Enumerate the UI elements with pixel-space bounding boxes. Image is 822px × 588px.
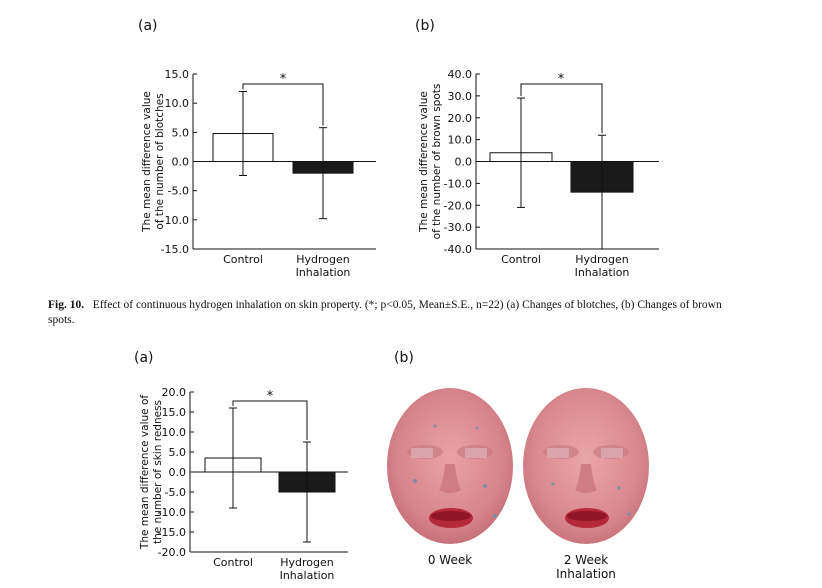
significance-bracket bbox=[232, 400, 308, 440]
y-axis-label: of the number of brown spots bbox=[431, 84, 443, 240]
y-tick-label: 5.0 bbox=[169, 446, 187, 459]
face-label-0-week: 0 Week bbox=[427, 553, 473, 567]
y-tick-label: -5.0 bbox=[168, 185, 189, 198]
y-tick-label: 10.0 bbox=[448, 134, 473, 147]
panel-label-top-b: (b) bbox=[415, 18, 435, 34]
y-axis-label: the number of skin redness bbox=[152, 400, 164, 544]
y-tick-label: -40.0 bbox=[444, 243, 472, 256]
figure-number: Fig. 10. bbox=[48, 299, 85, 311]
y-tick-label: 0.0 bbox=[455, 156, 473, 169]
figure-caption: Fig. 10. Effect of continuous hydrogen i… bbox=[48, 298, 748, 328]
y-tick-label: 30.0 bbox=[448, 90, 473, 103]
y-tick-label: -30.0 bbox=[444, 221, 472, 234]
y-tick-label: 20.0 bbox=[162, 386, 187, 399]
face-image-2-week-inhalation bbox=[523, 388, 649, 544]
category-label: Control bbox=[213, 556, 253, 569]
y-tick-label: 40.0 bbox=[448, 68, 473, 81]
y-axis-label: The mean difference value bbox=[141, 91, 153, 233]
y-tick-label: 10.0 bbox=[162, 426, 187, 439]
y-tick-label: -15.0 bbox=[158, 526, 186, 539]
caption-text: Effect of continuous hydrogen inhalation… bbox=[48, 299, 722, 326]
significance-marker: * bbox=[280, 72, 287, 87]
significance-marker: * bbox=[267, 389, 274, 404]
y-axis-label: The mean difference value of bbox=[139, 395, 151, 550]
y-tick-label: 0.0 bbox=[169, 466, 187, 479]
category-label: Inhalation bbox=[296, 266, 351, 279]
y-tick-label: 5.0 bbox=[172, 126, 190, 139]
panel-label-top-a: (a) bbox=[138, 18, 158, 34]
y-tick-label: -5.0 bbox=[165, 486, 186, 499]
y-tick-label: 15.0 bbox=[162, 406, 187, 419]
category-label: Inhalation bbox=[280, 569, 335, 582]
face-label-2-week-line1: 2 Week bbox=[563, 553, 609, 567]
category-label: Hydrogen bbox=[575, 253, 629, 266]
face-image-0-week bbox=[387, 388, 513, 544]
y-tick-label: 15.0 bbox=[165, 68, 190, 81]
y-tick-label: -20.0 bbox=[158, 546, 186, 559]
face-label-2-week: 2 Week Inhalation bbox=[536, 553, 636, 581]
y-tick-label: -15.0 bbox=[161, 243, 189, 256]
y-tick-label: -20.0 bbox=[444, 199, 472, 212]
y-axis-label: The mean difference value bbox=[418, 91, 430, 233]
y-tick-label: 0.0 bbox=[172, 156, 190, 169]
category-label: Hydrogen bbox=[296, 253, 350, 266]
panel-label-bottom-b: (b) bbox=[394, 350, 414, 366]
y-tick-label: -10.0 bbox=[158, 506, 186, 519]
category-label: Hydrogen bbox=[280, 556, 334, 569]
y-tick-label: -10.0 bbox=[161, 214, 189, 227]
significance-marker: * bbox=[558, 72, 565, 87]
significance-bracket bbox=[520, 83, 603, 134]
y-tick-label: 10.0 bbox=[165, 97, 190, 110]
y-axis-label: of the number of blotches bbox=[154, 93, 166, 229]
category-label: Inhalation bbox=[575, 266, 630, 279]
y-tick-label: 20.0 bbox=[448, 112, 473, 125]
category-label: Control bbox=[501, 253, 541, 266]
face-label-2-week-line2: Inhalation bbox=[556, 567, 616, 581]
y-tick-label: -10.0 bbox=[444, 177, 472, 190]
significance-bracket bbox=[242, 83, 324, 126]
category-label: Control bbox=[223, 253, 263, 266]
panel-label-bottom-a: (a) bbox=[134, 350, 154, 366]
